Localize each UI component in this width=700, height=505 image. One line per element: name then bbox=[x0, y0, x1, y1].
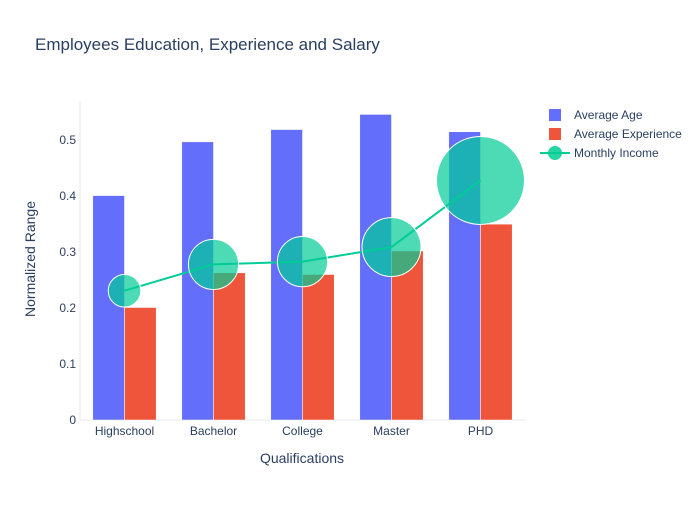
x-tick-label: PHD bbox=[468, 424, 494, 438]
y-tick-label: 0.5 bbox=[59, 133, 76, 147]
plot-area: 0 0.1 0.2 0.3 0.4 0.5 Highschool Bachelor Colleg… bbox=[59, 101, 525, 438]
bar bbox=[124, 307, 157, 421]
x-tick-label: Highschool bbox=[95, 424, 154, 438]
y-axis-title: Normalized Range bbox=[22, 201, 38, 317]
legend-swatch bbox=[549, 109, 561, 121]
legend-swatch bbox=[549, 128, 561, 140]
y-tick-label: 0.1 bbox=[59, 357, 76, 371]
legend-item-average-experience[interactable]: Average Experience bbox=[549, 127, 682, 141]
legend-label: Average Age bbox=[574, 108, 643, 122]
chart-title: Employees Education, Experience and Sala… bbox=[35, 35, 380, 54]
x-tick-label: Master bbox=[373, 424, 410, 438]
data-point bbox=[187, 238, 240, 290]
line-series-monthly-income bbox=[107, 135, 525, 308]
y-tick-label: 0.3 bbox=[59, 245, 76, 259]
legend-item-monthly-income[interactable]: Monthly Income bbox=[540, 146, 659, 160]
legend[interactable]: Average Age Average Experience Monthly Inc… bbox=[540, 108, 682, 160]
legend-label: Monthly Income bbox=[574, 146, 659, 160]
bar-series-average-experience bbox=[124, 223, 513, 421]
bar bbox=[391, 250, 424, 421]
data-point bbox=[436, 135, 525, 225]
data-point bbox=[107, 273, 142, 308]
bar bbox=[213, 272, 246, 421]
legend-item-average-age[interactable]: Average Age bbox=[549, 108, 643, 122]
legend-marker-swatch bbox=[548, 146, 562, 160]
y-tick-label: 0 bbox=[69, 413, 76, 427]
data-point bbox=[276, 236, 329, 288]
x-axis-title: Qualifications bbox=[260, 450, 344, 466]
bar bbox=[92, 195, 125, 421]
y-tick-label: 0.4 bbox=[59, 189, 76, 203]
x-tick-label: College bbox=[282, 424, 323, 438]
x-tick-label: Bachelor bbox=[190, 424, 237, 438]
y-tick-label: 0.2 bbox=[59, 301, 76, 315]
bar bbox=[480, 223, 513, 421]
legend-label: Average Experience bbox=[574, 127, 682, 141]
bar bbox=[302, 274, 335, 421]
data-point bbox=[361, 217, 422, 278]
